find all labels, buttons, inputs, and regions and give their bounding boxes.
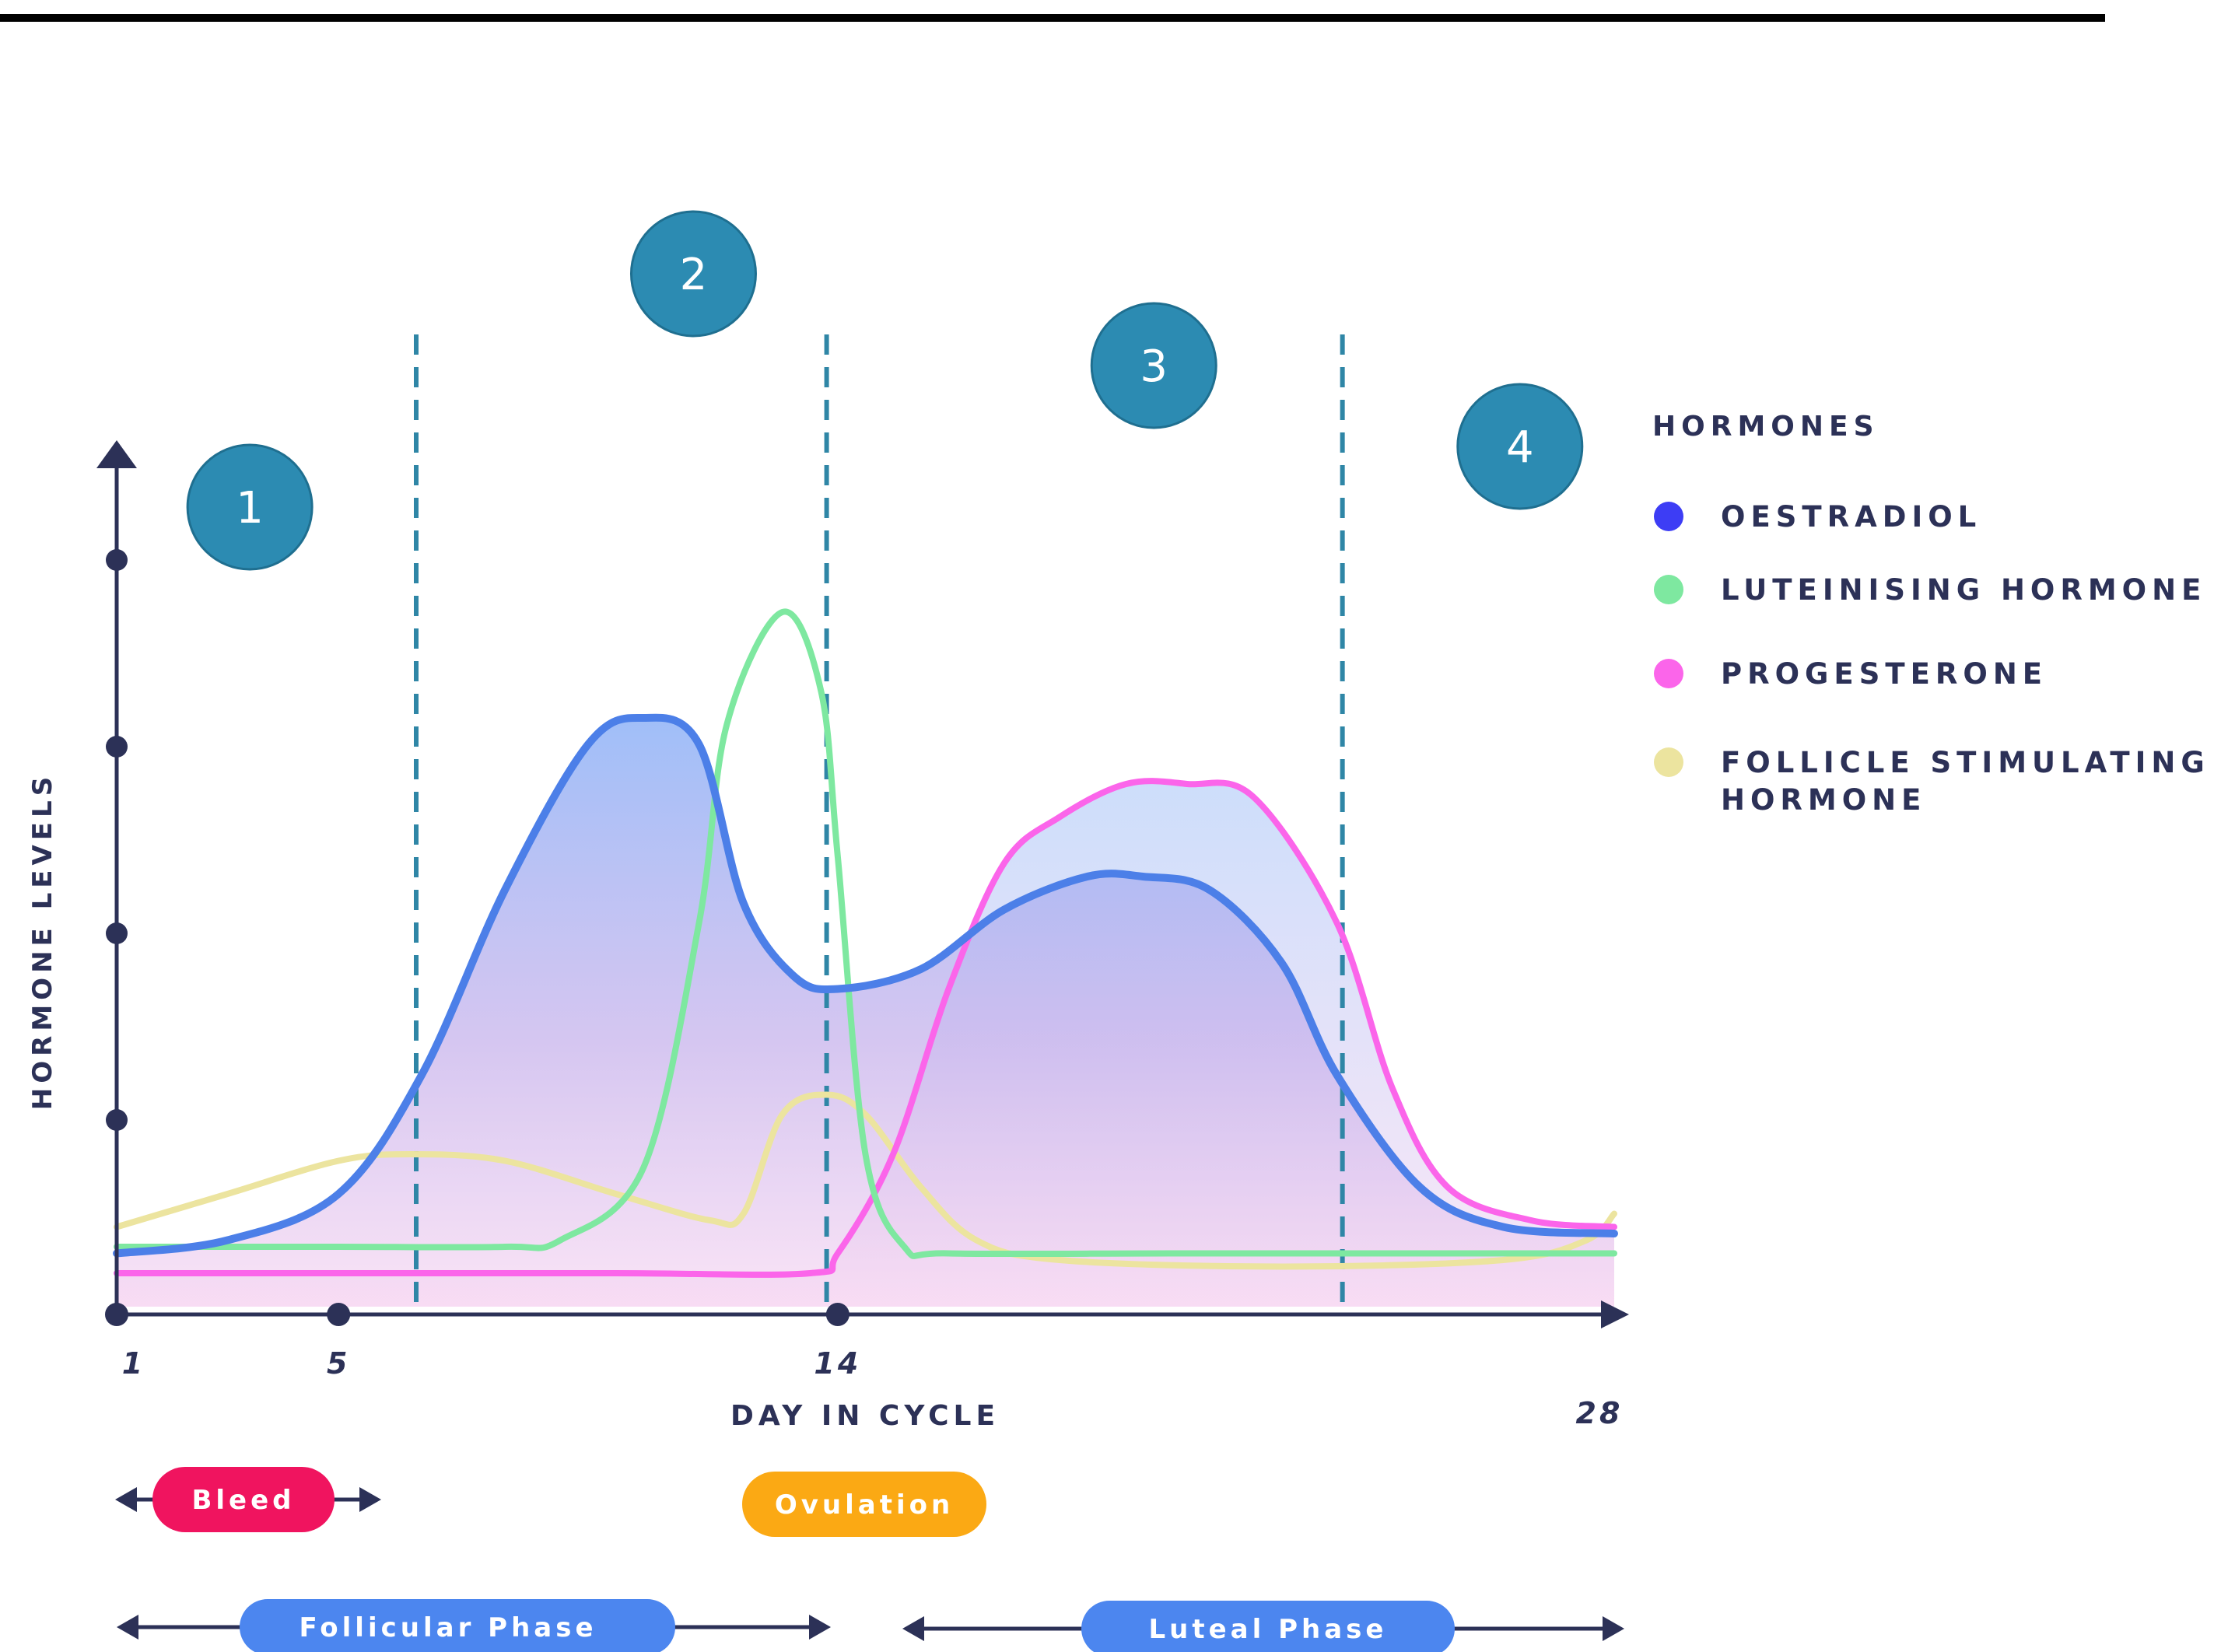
y-axis-dot-1 xyxy=(106,549,128,571)
region-badge-number-1: 1 xyxy=(236,483,264,534)
y-axis-dot-3 xyxy=(106,922,128,944)
x-tick-label-28: 28 xyxy=(1576,1396,1624,1430)
region-badge-4: 4 xyxy=(1456,383,1584,510)
legend-title: HORMONES xyxy=(1652,411,1879,443)
region-badge-circle-4 xyxy=(1456,383,1584,510)
legend-swatch-oestradiol xyxy=(1654,502,1683,531)
legend-label-line: HORMONE xyxy=(1721,783,1926,817)
oestradiol-area-fill xyxy=(117,717,1614,1307)
region-badge-number-2: 2 xyxy=(680,250,708,300)
luteal-phase-pill xyxy=(1081,1601,1455,1652)
x-tick-dot-1 xyxy=(105,1303,128,1326)
y-axis-label: HORMONE LEVELS xyxy=(27,772,58,1110)
legend-label-line: OESTRADIOL xyxy=(1721,500,1981,534)
bleed-pill xyxy=(152,1467,335,1532)
follicular-phase-marker: Follicular Phase xyxy=(117,1599,831,1652)
bleed-label: Bleed xyxy=(191,1485,295,1516)
region-badge-number-3: 3 xyxy=(1140,341,1168,392)
follicular-phase-pill xyxy=(240,1599,675,1652)
legend-swatch-follicle-stimulating-hormone xyxy=(1654,747,1683,777)
bleed-marker: Bleed xyxy=(115,1467,381,1532)
legend-label-luteinising-hormone: LUTEINISING HORMONE xyxy=(1721,573,2206,607)
region-badge-circle-2 xyxy=(629,210,757,338)
y-axis-dot-2 xyxy=(106,736,128,758)
ovulation-label: Ovulation xyxy=(775,1489,954,1521)
legend-label-oestradiol: OESTRADIOL xyxy=(1721,500,1981,534)
y-axis-arrow xyxy=(96,440,137,468)
luteinising-hormone-line xyxy=(114,608,1617,1259)
ovulation-pill xyxy=(742,1472,986,1537)
region-badge-2: 2 xyxy=(629,210,757,338)
legend-swatch-luteinising-hormone xyxy=(1654,575,1683,604)
region-badge-circle-1 xyxy=(186,443,314,571)
oestradiol-line xyxy=(113,713,1618,1258)
x-tick-dot-5 xyxy=(327,1303,351,1326)
y-axis-dot-4 xyxy=(106,1109,128,1131)
x-axis-arrow xyxy=(1601,1300,1629,1328)
x-tick-label-1: 1 xyxy=(122,1346,145,1381)
legend-label-line: PROGESTERONE xyxy=(1721,657,2048,691)
progesterone-line xyxy=(114,778,1617,1278)
region-badge-3: 3 xyxy=(1090,302,1217,429)
x-axis-label: DAY IN CYCLE xyxy=(730,1400,1000,1432)
legend-label-follicle-stimulating-hormone: FOLLICLE STIMULATING HORMONE xyxy=(1721,746,2210,817)
luteal-phase-label: Luteal Phase xyxy=(1149,1614,1388,1645)
region-badge-circle-3 xyxy=(1090,302,1217,429)
follicle-stimulating-hormone-line xyxy=(114,1091,1617,1270)
legend-label-line: FOLLICLE STIMULATING xyxy=(1721,746,2210,779)
region-badge-number-4: 4 xyxy=(1506,422,1534,473)
legend-label-progesterone: PROGESTERONE xyxy=(1721,657,2048,691)
top-rule xyxy=(0,14,2105,22)
legend-swatch-progesterone xyxy=(1654,659,1683,688)
follicular-phase-label: Follicular Phase xyxy=(299,1612,597,1643)
ovulation-marker: Ovulation xyxy=(742,1472,986,1537)
legend-label-line: LUTEINISING HORMONE xyxy=(1721,573,2206,607)
region-badge-1: 1 xyxy=(186,443,314,571)
x-tick-dot-14 xyxy=(825,1303,850,1326)
x-tick-label-14: 14 xyxy=(814,1346,861,1381)
x-tick-label-5: 5 xyxy=(327,1346,350,1381)
luteal-phase-marker: Luteal Phase xyxy=(902,1601,1624,1652)
